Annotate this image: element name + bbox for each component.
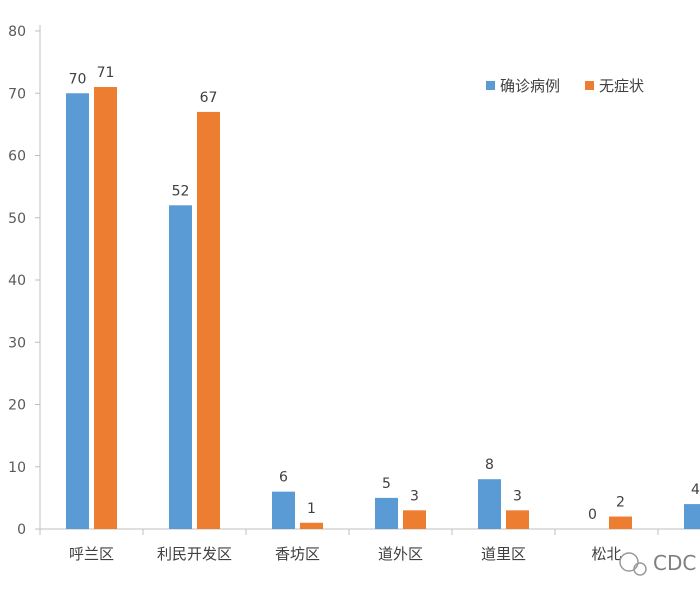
y-tick-label: 70	[8, 86, 26, 102]
data-label: 8	[485, 457, 494, 473]
bar-asymptomatic	[94, 87, 117, 530]
y-tick-label: 50	[8, 211, 26, 227]
bar-confirmed	[272, 491, 295, 529]
x-tick-label: 呼兰区	[69, 545, 114, 563]
data-label: 1	[307, 501, 316, 517]
data-label: 3	[410, 488, 419, 504]
bar-asymptomatic	[197, 111, 220, 530]
data-label: 4	[691, 482, 700, 498]
data-label: 6	[279, 470, 288, 486]
x-tick-label: 道里区	[481, 545, 526, 563]
bar-asymptomatic	[300, 522, 323, 529]
y-tick-label: 10	[8, 460, 26, 476]
y-tick-label: 20	[8, 398, 26, 414]
x-tick-label: 香坊区	[275, 545, 320, 563]
wechat-icon-bubble	[633, 562, 647, 576]
data-label: 3	[513, 488, 522, 504]
legend-label: 无症状	[599, 77, 644, 95]
axes: 01020304050607080呼兰区利民开发区香坊区道外区道里区松北南	[8, 24, 700, 563]
data-label: 71	[97, 65, 115, 81]
legend: 确诊病例 无症状	[486, 77, 644, 95]
x-tick-label: 松北	[591, 545, 621, 563]
y-tick-label: 80	[8, 24, 26, 40]
bar-confirmed	[478, 479, 501, 529]
bar-confirmed	[375, 497, 398, 529]
y-tick-label: 30	[8, 335, 26, 351]
bar-confirmed	[169, 205, 192, 530]
bar-asymptomatic	[506, 510, 529, 529]
bar-confirmed	[66, 93, 89, 529]
data-label: 0	[588, 507, 597, 523]
bar-asymptomatic	[403, 510, 426, 529]
watermark-text: CDC	[653, 551, 696, 575]
watermark: CDC	[619, 551, 696, 576]
data-label: 67	[200, 90, 218, 106]
bar-confirmed	[684, 504, 700, 529]
data-label: 70	[69, 71, 87, 87]
y-tick-label: 0	[17, 522, 26, 538]
bar-asymptomatic	[609, 516, 632, 529]
data-label: 2	[616, 495, 625, 511]
x-tick-label: 道外区	[378, 545, 423, 563]
bars: 70 71 52 67 6 1 5 3 8 3 0 2 4	[66, 65, 700, 530]
wechat-icon	[619, 552, 639, 572]
y-tick-label: 60	[8, 149, 26, 165]
x-tick-label: 利民开发区	[157, 545, 232, 563]
legend-swatch-confirmed	[486, 81, 495, 90]
data-label: 5	[382, 476, 391, 492]
data-label: 52	[172, 183, 190, 199]
legend-label: 确诊病例	[500, 77, 560, 95]
y-tick-label: 40	[8, 273, 26, 289]
legend-swatch-asymptomatic	[585, 81, 594, 90]
